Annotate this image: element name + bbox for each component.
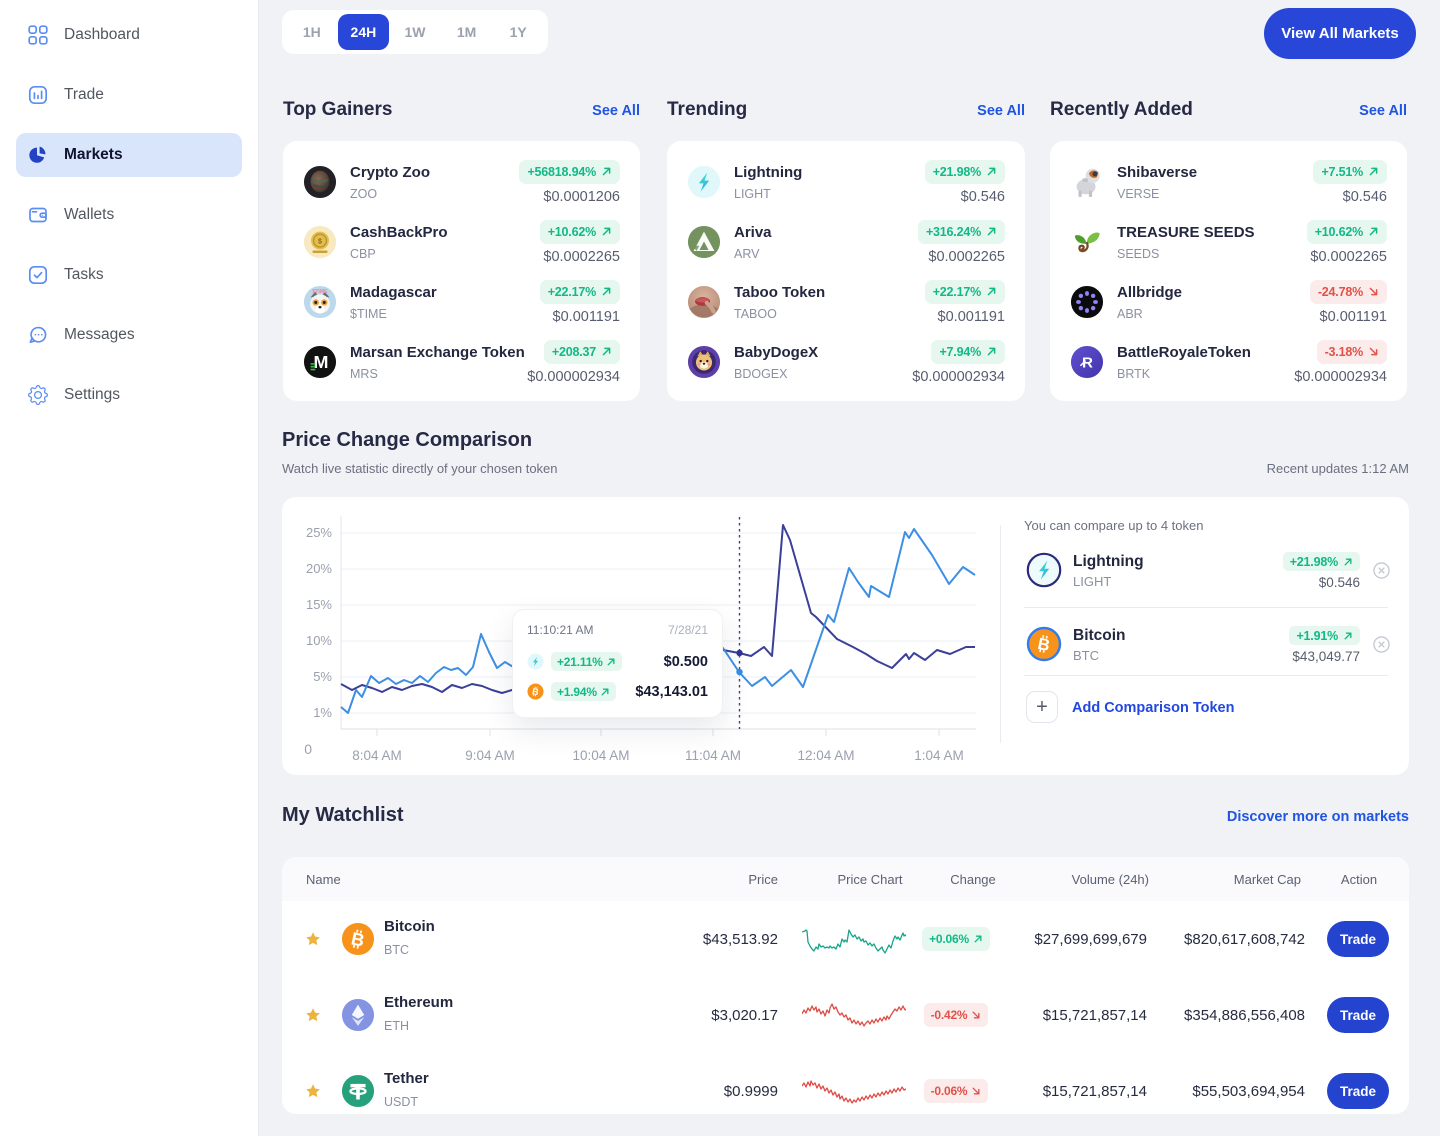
svg-text:10%: 10% (306, 633, 332, 648)
svg-text:25%: 25% (306, 525, 332, 540)
svg-text:8:04 AM: 8:04 AM (352, 748, 402, 763)
svg-text:5%: 5% (313, 669, 332, 684)
svg-text:11:04 AM: 11:04 AM (685, 748, 741, 763)
svg-text:10:04 AM: 10:04 AM (572, 748, 629, 763)
svg-text:12:04 AM: 12:04 AM (797, 748, 854, 763)
svg-text:0: 0 (304, 741, 312, 757)
svg-text:9:04 AM: 9:04 AM (465, 748, 515, 763)
svg-text:1:04 AM: 1:04 AM (914, 748, 964, 763)
svg-text:15%: 15% (306, 597, 332, 612)
svg-text:1%: 1% (313, 705, 332, 720)
svg-text:20%: 20% (306, 561, 332, 576)
